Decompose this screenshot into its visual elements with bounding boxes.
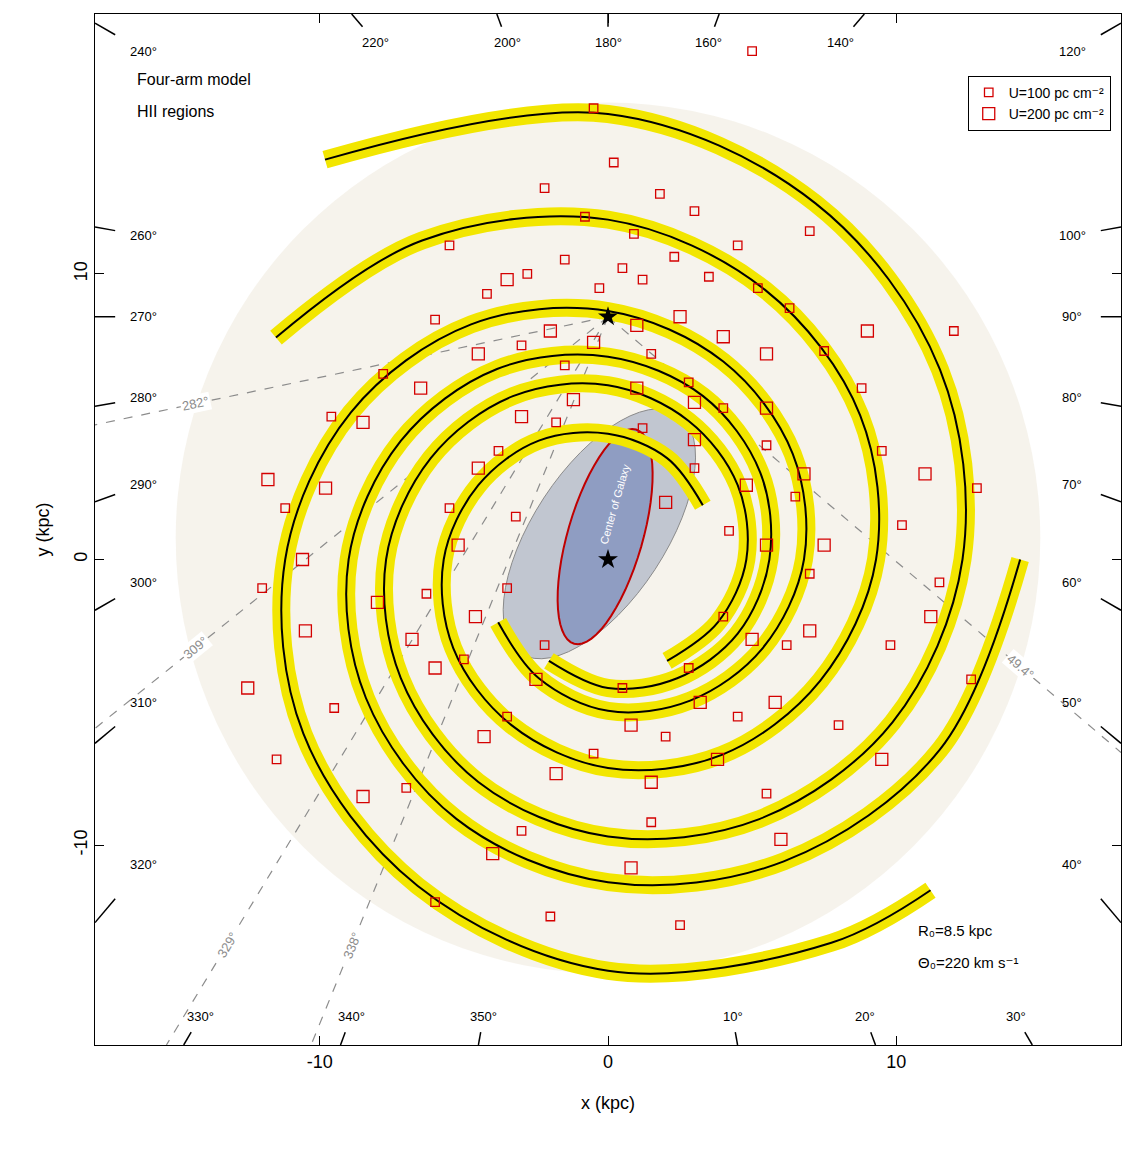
svg-text:120°: 120°	[1059, 44, 1086, 59]
svg-text:80°: 80°	[1062, 390, 1082, 405]
svg-text:160°: 160°	[695, 35, 722, 50]
svg-text:90°: 90°	[1062, 309, 1082, 324]
svg-text:140°: 140°	[827, 35, 854, 50]
svg-text:40°: 40°	[1062, 857, 1082, 872]
svg-text:10: 10	[71, 261, 91, 281]
svg-text:290°: 290°	[130, 477, 157, 492]
svg-text:10°: 10°	[723, 1009, 743, 1024]
svg-text:240°: 240°	[130, 44, 157, 59]
svg-text:10: 10	[886, 1052, 906, 1072]
svg-text:-10: -10	[71, 829, 91, 855]
svg-text:50°: 50°	[1062, 695, 1082, 710]
svg-text:320°: 320°	[130, 857, 157, 872]
svg-text:280°: 280°	[130, 390, 157, 405]
svg-text:20°: 20°	[855, 1009, 875, 1024]
svg-text:340°: 340°	[338, 1009, 365, 1024]
svg-text:30°: 30°	[1006, 1009, 1026, 1024]
svg-text:338°: 338°	[340, 930, 364, 961]
svg-text:0: 0	[71, 552, 91, 562]
svg-text:y (kpc): y (kpc)	[33, 503, 53, 557]
svg-text:220°: 220°	[362, 35, 389, 50]
svg-text:Center of Galaxy: Center of Galaxy	[598, 462, 632, 545]
svg-text:350°: 350°	[470, 1009, 497, 1024]
svg-text:270°: 270°	[130, 309, 157, 324]
svg-text:60°: 60°	[1062, 575, 1082, 590]
svg-text:300°: 300°	[130, 575, 157, 590]
svg-text:260°: 260°	[130, 228, 157, 243]
svg-text:330°: 330°	[187, 1009, 214, 1024]
svg-text:49.4°: 49.4°	[1004, 651, 1037, 682]
svg-text:Θ₀=220 km s⁻¹: Θ₀=220 km s⁻¹	[918, 954, 1018, 971]
svg-text:100°: 100°	[1059, 228, 1086, 243]
svg-text:200°: 200°	[494, 35, 521, 50]
svg-text:309°: 309°	[180, 633, 210, 662]
svg-text:U=100 pc cm⁻²: U=100 pc cm⁻²	[1009, 85, 1104, 101]
svg-text:U=200 pc cm⁻²: U=200 pc cm⁻²	[1009, 106, 1104, 122]
svg-text:-10: -10	[307, 1052, 333, 1072]
svg-text:329°: 329°	[214, 930, 241, 961]
svg-text:282°: 282°	[181, 393, 210, 413]
svg-text:x (kpc): x (kpc)	[581, 1093, 635, 1113]
svg-text:0: 0	[603, 1052, 613, 1072]
svg-text:180°: 180°	[595, 35, 622, 50]
svg-text:HII regions: HII regions	[137, 103, 214, 120]
svg-text:70°: 70°	[1062, 477, 1082, 492]
svg-text:R₀=8.5 kpc: R₀=8.5 kpc	[918, 922, 993, 939]
svg-text:310°: 310°	[130, 695, 157, 710]
svg-text:Four-arm model: Four-arm model	[137, 71, 251, 88]
